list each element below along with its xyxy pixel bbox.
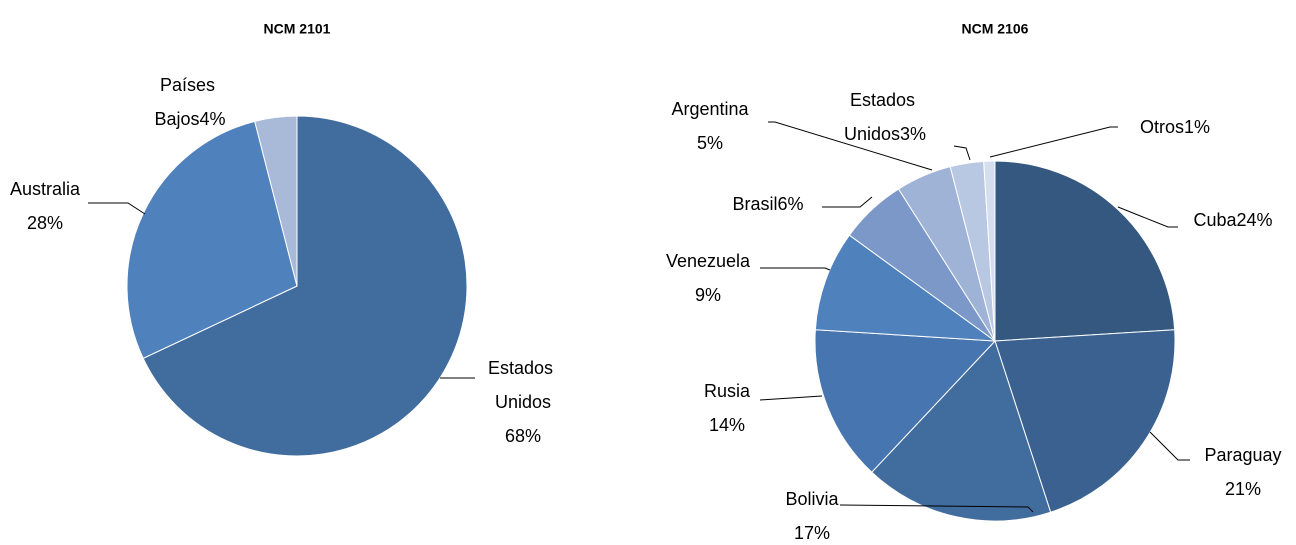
data-label-category: Venezuela [666,251,751,271]
label-word: Unidos [495,392,551,412]
data-label-value: 9% [695,285,721,305]
pie-slice [994,329,1176,513]
data-label-category: Australia [10,179,81,199]
chart-title: NCM 2106 [962,21,1029,37]
pie-slice [994,160,1176,342]
data-label-value: 28% [27,213,63,233]
leader-line [760,267,831,271]
pie-slice [142,115,468,457]
label-word: Cuba [1193,210,1237,230]
data-label-value: 21% [1225,479,1261,499]
label-word: Bajos [154,109,199,129]
data-label-category: Argentina [671,99,749,119]
leader-line [88,202,146,215]
leader-line [822,196,873,208]
data-label-value: 6% [778,194,804,214]
data-label-value: 68% [505,426,541,446]
data-label-value: 1% [1184,117,1210,137]
leader-line [989,126,1118,158]
data-label-category: Rusia [704,381,751,401]
pie-slice [254,115,298,287]
leader-line [759,395,823,401]
label-word: Estados [850,90,920,110]
data-label-value: 5% [697,133,723,153]
leader-line [1117,206,1178,228]
pie-slice [814,234,997,342]
data-label-category: Otros [1140,117,1184,137]
label-word: Estados [488,358,558,378]
data-label-category: Estados Unidos [844,90,920,144]
leader-line [768,121,933,171]
label-word: Países [160,75,220,95]
chart-title: NCM 2101 [264,21,331,37]
label-word: Rusia [704,381,751,401]
label-word: Australia [10,179,81,199]
leader-line [1149,431,1190,461]
data-label-value: 3% [900,124,926,144]
label-word: Venezuela [666,251,751,271]
pie-slice [871,340,1052,522]
data-label-value: 17% [794,523,830,543]
label-word: Bolivia [785,489,839,509]
label-word: Argentina [671,99,749,119]
pie-slice [814,329,997,473]
label-word: Unidos [844,124,900,144]
label-word: Otros [1140,117,1184,137]
data-label-category: Cuba [1193,210,1237,230]
data-label-value: 14% [709,415,745,435]
data-label-category: Paraguay [1204,445,1281,465]
data-label-value: 4% [200,109,226,129]
leader-line [839,504,1034,513]
leader-line [953,145,971,161]
pie-slice [126,120,298,360]
data-label-category: Bolivia [785,489,839,509]
pie-slice [983,160,996,342]
data-label-category: Brasil [732,194,777,214]
data-label-category: Estados Unidos [488,358,558,412]
data-label-value: 24% [1237,210,1273,230]
label-word: Paraguay [1204,445,1281,465]
data-label-category: Países Bajos [154,75,220,129]
label-word: Brasil [732,194,777,214]
